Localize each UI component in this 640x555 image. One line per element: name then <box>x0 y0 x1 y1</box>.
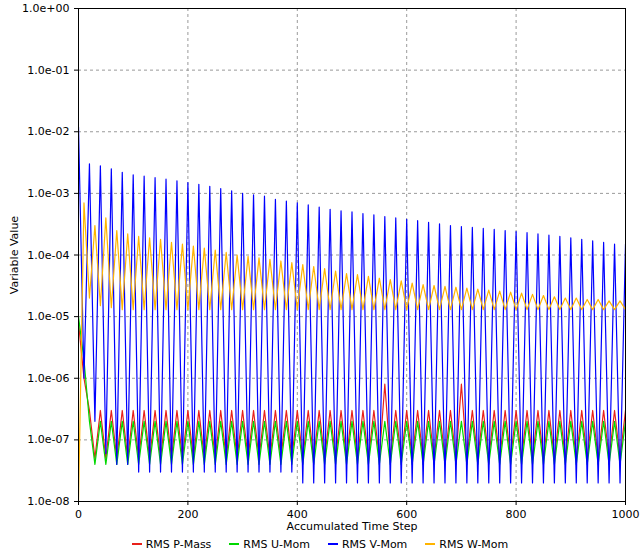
html-text:RMS W-Mom: RMS W-Mom <box>439 537 509 551</box>
svg-text:1.0e-05: 1.0e-05 <box>27 310 69 323</box>
svg-text:Variable Value: Variable Value <box>8 216 21 294</box>
svg-text:1.0e-04: 1.0e-04 <box>27 249 69 262</box>
svg-text:600: 600 <box>396 508 418 522</box>
svg-text:1.0e-01: 1.0e-01 <box>27 64 69 77</box>
svg-text:200: 200 <box>177 508 198 521</box>
html-text:RMS V-Mom: RMS V-Mom <box>341 537 408 551</box>
svg-text:800: 800 <box>506 508 527 521</box>
svg-text:1.0e+00: 1.0e+00 <box>22 2 69 15</box>
svg-text:0: 0 <box>75 508 82 521</box>
html-text:RMS P-Mass: RMS P-Mass <box>145 537 212 551</box>
svg-text:1.0e-06: 1.0e-06 <box>27 372 69 385</box>
svg-text:400: 400 <box>286 508 308 522</box>
html-text:RMS U-Mom: RMS U-Mom <box>243 537 310 551</box>
svg-text:Accumulated Time Step: Accumulated Time Step <box>287 520 418 533</box>
svg-text:1.0e-07: 1.0e-07 <box>27 433 69 446</box>
svg-text:1.0e-08: 1.0e-08 <box>27 495 69 508</box>
svg-text:1.0e-03: 1.0e-03 <box>27 187 69 200</box>
svg-text:1.0e-02: 1.0e-02 <box>27 125 69 138</box>
svg-text:1000: 1000 <box>612 508 640 521</box>
